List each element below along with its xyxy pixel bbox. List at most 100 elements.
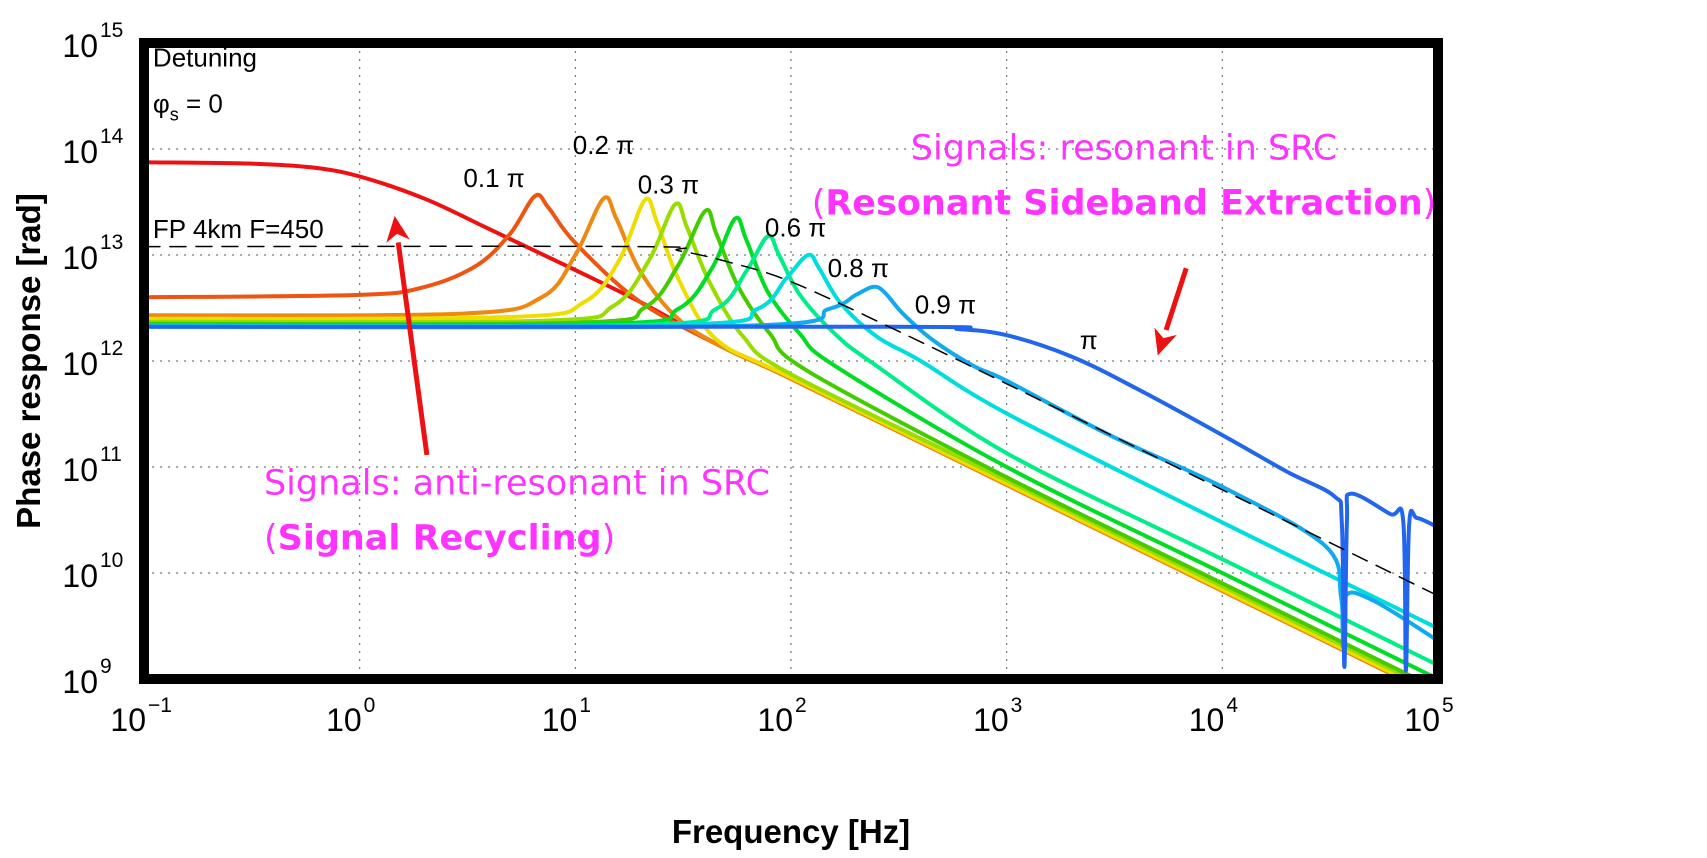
y-tick-exponent: 15 [100, 19, 123, 42]
curve-label: 0.6 π [765, 212, 826, 242]
series-line-10 [144, 324, 1438, 673]
arrows [384, 213, 1189, 456]
y-tick-mark-left [139, 144, 149, 154]
y-tick-exponent: 12 [100, 337, 123, 360]
x-tick-label: 10 3 [973, 694, 1022, 738]
x-tick-mark-bottom [354, 674, 365, 684]
phi-subscript: s [170, 105, 179, 125]
detuning-phi-label: φs = 0 [153, 89, 223, 125]
y-tick-base: 10 [62, 134, 98, 170]
x-tick-mark-top [786, 38, 796, 48]
y-tick-mark-right [1433, 462, 1443, 472]
annotation-src-resonant: Signals: resonant in SRC (Resonant Sideba… [812, 128, 1437, 223]
x-axis-title: Frequency [Hz] [672, 813, 910, 850]
tick-marks [139, 38, 1443, 684]
annotation-paren-close: ) [1423, 183, 1437, 223]
y-tick-mark-right [1433, 356, 1443, 366]
y-tick-base: 10 [62, 664, 98, 700]
curve-label: π [1080, 325, 1098, 355]
x-tick-mark-top [1001, 38, 1012, 48]
x-tick-base: 10 [1189, 702, 1225, 738]
y-tick-label: 10 9 [62, 655, 111, 700]
y-tick-mark-left [139, 356, 149, 366]
x-tick-exponent: 1 [579, 694, 591, 717]
y-tick-label: 10 12 [62, 337, 123, 382]
annotation-arrow [384, 213, 430, 456]
y-tick-exponent: 13 [100, 231, 123, 254]
x-tick-exponent: 3 [1011, 694, 1023, 717]
annotation-paren-open: ( [264, 519, 278, 559]
y-tick-mark-left [139, 462, 149, 472]
x-tick-base: 10 [110, 702, 146, 738]
curve-label: FP 4km F=450 [153, 214, 324, 244]
x-tick-label: 10 5 [1404, 694, 1453, 738]
x-tick-mark-bottom [786, 674, 796, 684]
y-tick-base: 10 [62, 558, 98, 594]
y-tick-exponent: 11 [100, 443, 122, 466]
x-tick-exponent: 2 [795, 694, 807, 717]
arrow-shaft [1163, 267, 1189, 331]
y-tick-label: 10 10 [62, 549, 123, 594]
x-tick-base: 10 [757, 702, 793, 738]
series-line-4 [144, 201, 1416, 679]
series-line-0 [144, 160, 1407, 679]
y-tick-label: 10 14 [62, 125, 123, 170]
arrow-head [1153, 324, 1180, 358]
y-tick-base: 10 [62, 346, 98, 382]
y-tick-base: 10 [62, 28, 98, 64]
curve-label: 0.9 π [915, 290, 976, 320]
annotation-line-1: Signals: resonant in SRC [911, 128, 1337, 168]
x-tick-base: 10 [326, 702, 362, 738]
series-line-3 [144, 196, 1410, 679]
y-tick-exponent: 10 [100, 549, 123, 572]
x-tick-mark-bottom [570, 674, 581, 684]
x-tick-base: 10 [1404, 702, 1440, 738]
x-tick-label: 10 1 [542, 694, 591, 738]
x-tick-label: 10 0 [326, 694, 375, 738]
y-tick-label: 10 15 [62, 19, 123, 64]
x-tick-mark-top [354, 38, 365, 48]
arrow-shaft [395, 242, 430, 456]
y-tick-mark-right [1433, 250, 1443, 260]
annotation-line-2: (Resonant Sideband Extraction) [812, 183, 1437, 223]
annotation-src-anti: Signals: anti-resonant in SRC (Signal Rec… [264, 464, 770, 559]
annotation-arrow [1153, 267, 1189, 358]
x-tick-exponent: −1 [148, 694, 172, 717]
x-tick-mark-top [570, 38, 581, 48]
y-tick-mark-left [139, 568, 149, 578]
x-tick-base: 10 [973, 702, 1009, 738]
annotations: Signals: resonant in SRC(Resonant Sideba… [264, 128, 1436, 558]
curve-label: 0.8 π [828, 253, 889, 283]
x-tick-label: 10 2 [757, 694, 806, 738]
y-tick-base: 10 [62, 240, 98, 276]
annotation-emphasis: Signal Recycling [278, 519, 602, 559]
fp-reference-line [144, 245, 1438, 597]
y-tick-base: 10 [62, 452, 98, 488]
x-tick-exponent: 4 [1226, 694, 1238, 717]
x-tick-base: 10 [542, 702, 578, 738]
x-tick-label: 10 4 [1189, 694, 1239, 738]
annotation-line-1: Signals: anti-resonant in SRC [264, 464, 770, 504]
curve-labels: Detuning 0.1 π 0.2 π0.3 π 0.6 π0.8 π 0.9 π π F… [153, 43, 1098, 355]
x-tick-mark-bottom [1001, 674, 1012, 684]
x-tick-exponent: 0 [364, 694, 376, 717]
x-tick-mark-bottom [1217, 674, 1228, 684]
y-axis-title: Phase response [rad] [10, 193, 47, 529]
curve-label: 0.1 π [463, 163, 524, 193]
curve-label: 0.3 π [638, 170, 699, 200]
y-tick-mark-right [1433, 144, 1443, 154]
x-tick-label: 10 −1 [110, 694, 172, 738]
y-tick-mark-left [139, 250, 149, 260]
y-tick-label: 10 13 [62, 231, 123, 276]
y-tick-exponent: 14 [100, 125, 124, 148]
curve-label: 0.2 π [573, 130, 634, 160]
series-layer [144, 160, 1438, 679]
y-tick-mark-right [1433, 568, 1443, 578]
annotation-emphasis: Resonant Sideband Extraction [825, 183, 1422, 223]
x-tick-exponent: 5 [1442, 694, 1454, 717]
series-line-8 [144, 252, 1438, 631]
y-tick-exponent: 9 [100, 655, 112, 678]
